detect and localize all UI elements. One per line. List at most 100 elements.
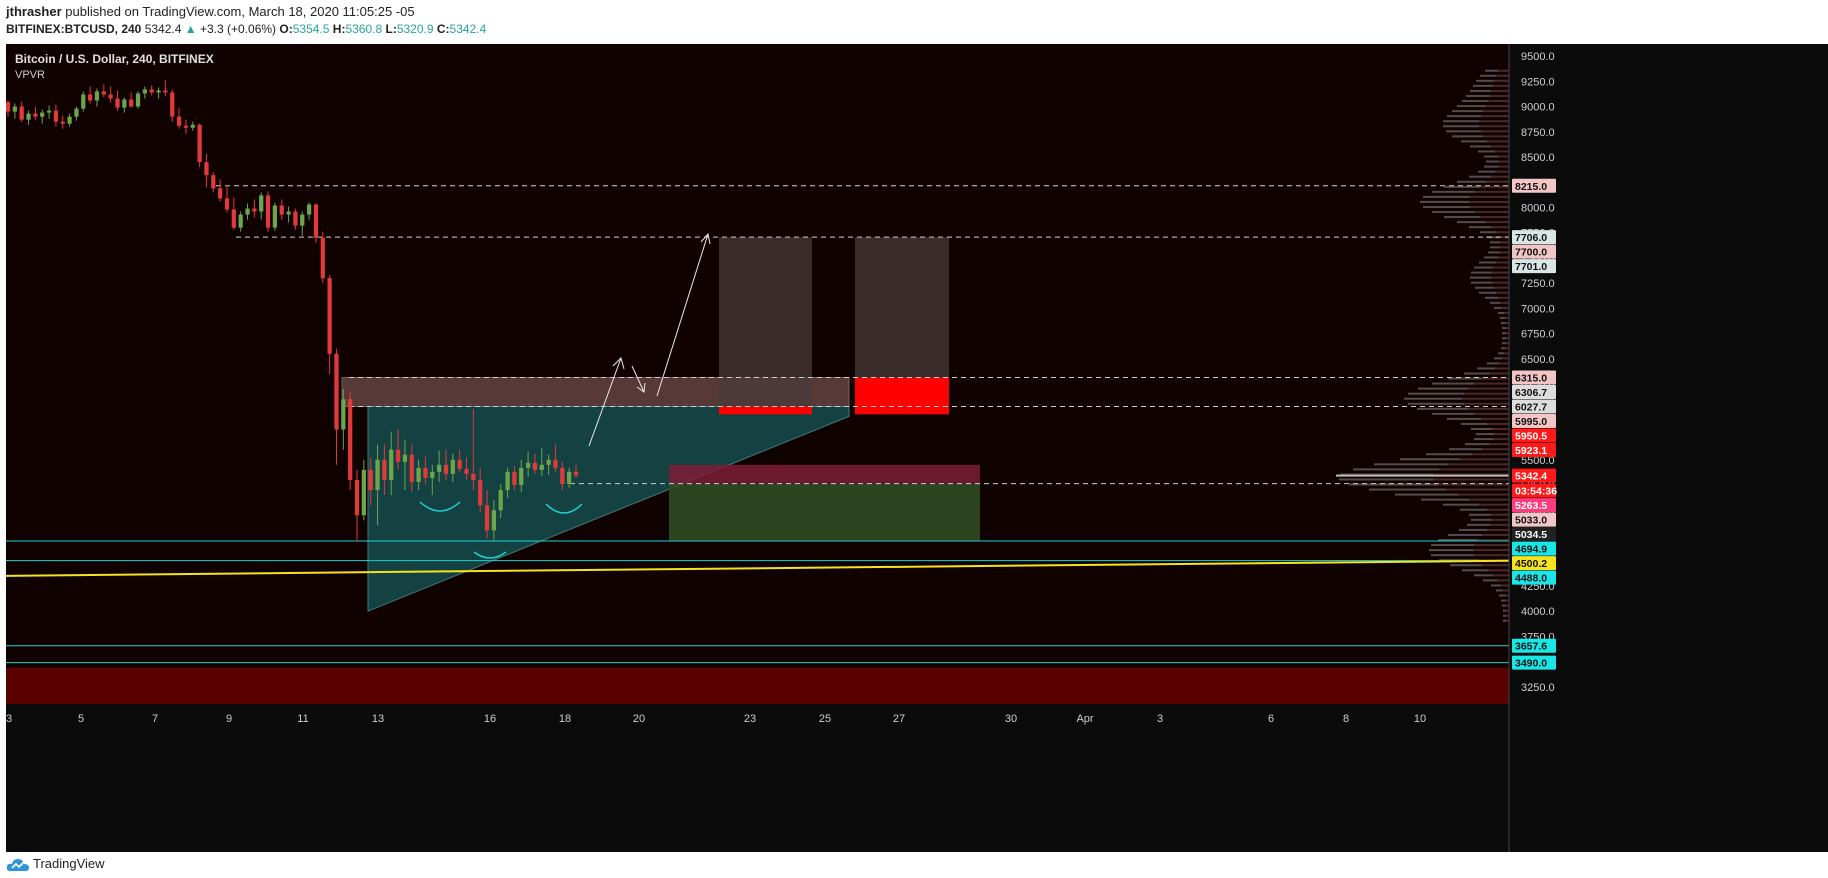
- vpvr-bar: [1488, 569, 1509, 572]
- price-axis-background: [1509, 44, 1828, 858]
- candle-body: [573, 471, 579, 476]
- candle-body: [498, 490, 503, 511]
- time-tick-label: 3: [6, 713, 12, 725]
- vpvr-bar: [1480, 74, 1496, 77]
- vpvr-bar: [1446, 488, 1509, 491]
- candle-body: [238, 214, 243, 228]
- vpvr-bar: [1496, 589, 1503, 592]
- vpvr-bar: [1504, 311, 1509, 314]
- chart-canvas[interactable]: 3250.03500.03750.04000.04250.04500.04750…: [6, 44, 1828, 858]
- vpvr-bar: [1483, 579, 1497, 582]
- ohlc-line: BITFINEX:BTCUSD, 240 5342.4 ▲ +3.3 (+0.0…: [6, 22, 486, 36]
- vpvr-bar: [1462, 397, 1509, 400]
- vpvr-bar: [1493, 574, 1509, 577]
- candle-body: [6, 102, 11, 112]
- retest-arrowhead: [636, 382, 646, 393]
- tradingview-brand[interactable]: TradingView: [33, 856, 105, 871]
- publish-info: published on TradingView.com, March 18, …: [65, 4, 415, 19]
- vpvr-bar: [1484, 165, 1498, 168]
- countdown-tag: [1512, 483, 1556, 498]
- candle-body: [33, 113, 38, 117]
- vpvr-bar: [1499, 160, 1509, 163]
- vpvr-bar: [1408, 402, 1464, 405]
- price-tick-label: 7250.0: [1521, 278, 1555, 290]
- candle-body: [115, 98, 120, 108]
- vpvr-bar: [1474, 438, 1493, 441]
- vpvr-bar: [1469, 200, 1509, 203]
- vpvr-bar: [1498, 155, 1509, 158]
- candle-body: [375, 459, 380, 491]
- candle-body: [471, 473, 476, 480]
- candle-body: [525, 462, 531, 468]
- bottom-zone: [6, 667, 1509, 704]
- vpvr-bar: [1471, 281, 1492, 284]
- candle-body: [320, 237, 325, 279]
- candle-body: [464, 468, 469, 474]
- vpvr-bar: [1481, 417, 1509, 420]
- vpvr-bar: [1479, 503, 1509, 506]
- vpvr-bar: [1426, 453, 1472, 456]
- candle-body: [327, 278, 332, 354]
- vpvr-bar: [1506, 337, 1509, 340]
- vpvr-bar: [1493, 438, 1509, 441]
- price-label-tag: [1512, 414, 1556, 429]
- candle-body: [94, 91, 100, 101]
- vpvr-bar: [1498, 352, 1504, 355]
- time-tick-label: Apr: [1076, 713, 1093, 725]
- price-label-text: 5923.1: [1515, 445, 1547, 457]
- vpvr-bar: [1417, 407, 1468, 410]
- header: jthrasher published on TradingView.com, …: [0, 0, 1828, 44]
- vpvr-bar: [1462, 569, 1488, 572]
- vpvr-bar: [1481, 130, 1509, 133]
- vpvr-bar: [1502, 337, 1506, 340]
- candle-body: [224, 198, 230, 210]
- vpvr-bar: [1448, 533, 1482, 536]
- up-triangle-icon: ▲: [184, 22, 197, 36]
- chart-area[interactable]: 3250.03500.03750.04000.04250.04500.04750…: [6, 44, 1828, 858]
- candle-body: [450, 459, 455, 474]
- target-box-1: [719, 237, 812, 407]
- vpvr-bar: [1495, 367, 1509, 370]
- candle-body: [81, 94, 86, 109]
- vpvr-bar: [1449, 448, 1482, 451]
- vpvr-bar: [1496, 231, 1509, 234]
- time-tick-label: 11: [297, 713, 308, 725]
- candle-body: [142, 89, 147, 94]
- vpvr-bar: [1499, 236, 1509, 239]
- vpvr-bar: [1501, 584, 1509, 587]
- candle-body: [402, 454, 408, 462]
- vpvr-bar: [1479, 125, 1509, 128]
- candle-body: [245, 208, 250, 215]
- price-label-tag: [1512, 385, 1556, 400]
- vpvr-bar: [1468, 387, 1509, 390]
- candle-body: [567, 471, 572, 484]
- vpvr-bar: [1466, 94, 1490, 97]
- vpvr-bar: [1443, 503, 1479, 506]
- candle-body: [26, 113, 31, 120]
- vpvr-bar: [1443, 125, 1479, 128]
- vpvr-bar: [1477, 367, 1495, 370]
- vpvr-bar: [1469, 226, 1491, 229]
- price-label-text: 5995.0: [1515, 416, 1547, 428]
- candle-body: [457, 459, 462, 469]
- vpvr-bar: [1495, 150, 1509, 153]
- vpvr-bar: [1432, 211, 1474, 214]
- tradingview-cloud-icon[interactable]: [6, 857, 30, 873]
- vpvr-bar: [1469, 513, 1491, 516]
- candle-body: [170, 92, 175, 117]
- vpvr-bar: [1489, 443, 1509, 446]
- vpvr-bar: [1448, 377, 1482, 380]
- candle-body: [46, 110, 52, 113]
- price-change: +3.3 (+0.06%): [199, 22, 277, 36]
- chart-title: Bitcoin / U.S. Dollar, 240, BITFINEX: [15, 52, 214, 66]
- vpvr-bar: [1500, 241, 1509, 244]
- price-label-tag: [1512, 655, 1556, 670]
- price-tick-label: 8000.0: [1521, 202, 1555, 214]
- vpvr-bar: [1447, 115, 1481, 118]
- author-name[interactable]: jthrasher: [6, 4, 62, 19]
- vpvr-bar: [1505, 347, 1509, 350]
- vpvr-bar: [1474, 412, 1509, 415]
- vpvr-bar: [1488, 251, 1500, 254]
- price-tick-label: 9500.0: [1521, 51, 1555, 63]
- time-tick-label: 9: [226, 713, 232, 725]
